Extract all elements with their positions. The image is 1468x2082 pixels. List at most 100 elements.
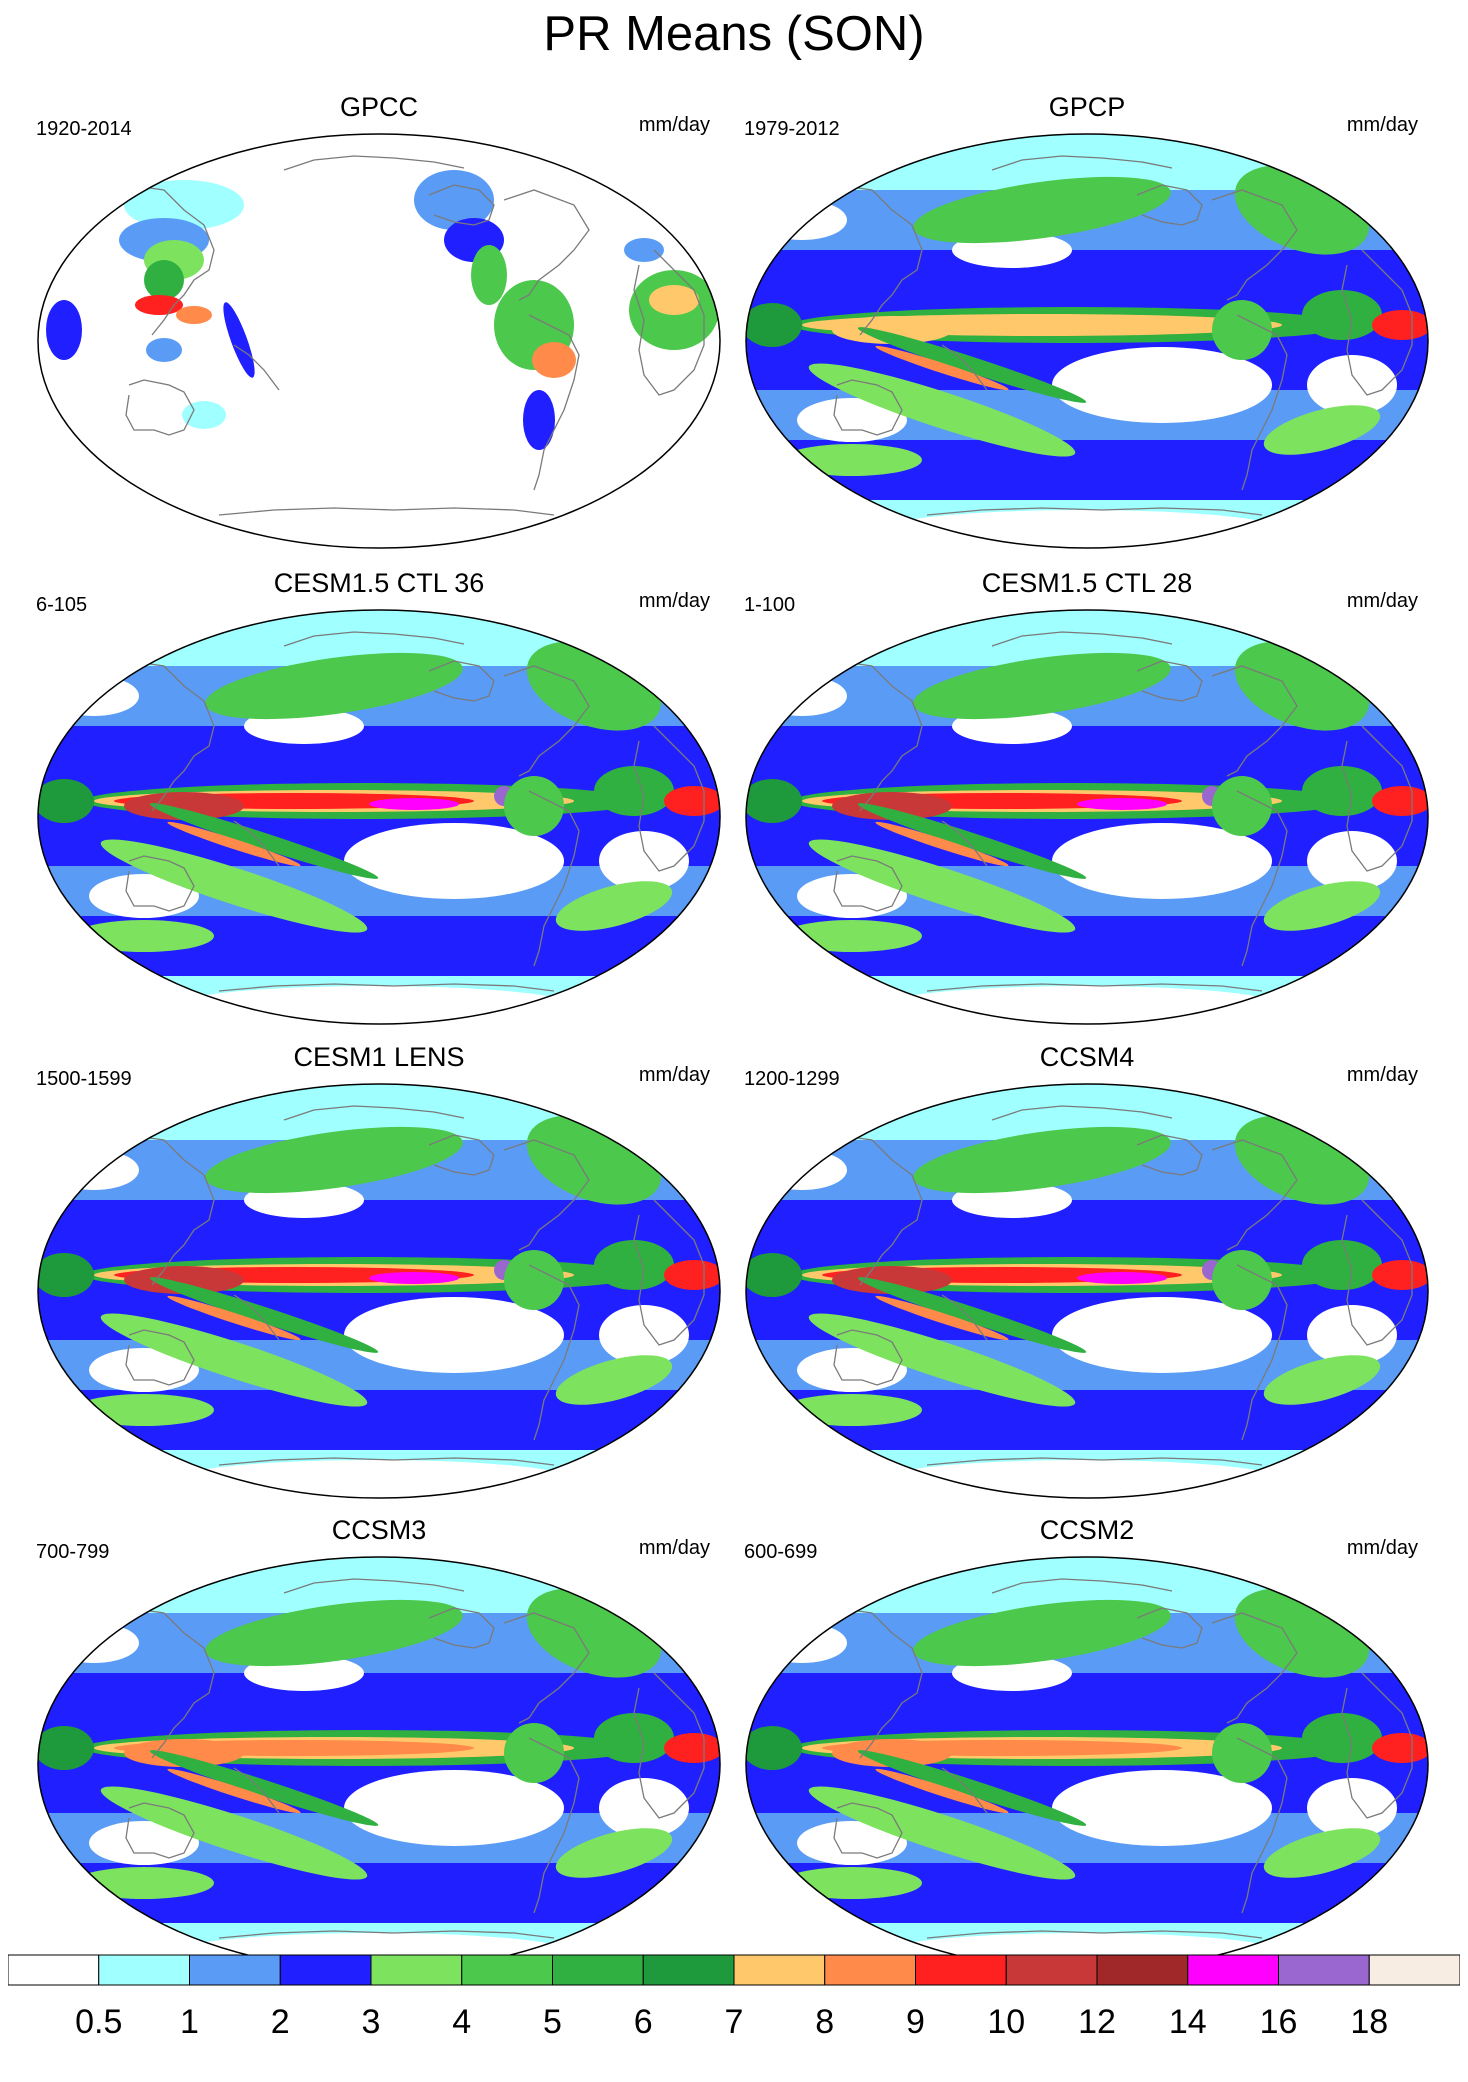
colorbar-swatch — [552, 1954, 644, 1986]
coastline — [1211, 1612, 1298, 1724]
coastline — [1341, 725, 1413, 872]
storm-track-north-pacific — [205, 652, 463, 720]
map-background — [38, 134, 720, 548]
colorbar-label: 7 — [725, 2003, 744, 2041]
precip-region-east-asia-coast — [223, 302, 255, 378]
dry-zone-south-atlantic — [1307, 1305, 1397, 1365]
coastline — [991, 1578, 1173, 1594]
coastline — [93, 660, 215, 812]
panel-title: CCSM2 — [1039, 1515, 1135, 1545]
panel-period: 600-699 — [744, 1541, 818, 1563]
map-panel-ccsm2: CCSM2 600-699 mm/day — [742, 1515, 1432, 1975]
coastline — [833, 1802, 903, 1859]
coastline — [1236, 790, 1288, 967]
coastline — [991, 1105, 1173, 1121]
colorbar-svg: 0.5 1 2 3 4 5 6 7 8 9 10 12 14 16 18 — [8, 1954, 1460, 2041]
coastline — [633, 725, 705, 872]
map-frame — [745, 133, 1429, 549]
colorbar-label: 0.5 — [75, 2003, 122, 2041]
colorbar-label: 14 — [1169, 2003, 1207, 2041]
coastline — [428, 184, 495, 226]
coastline — [1211, 189, 1298, 301]
precip-field — [746, 1557, 1428, 1971]
dry-zone-north-africa — [49, 1150, 139, 1190]
spcz — [857, 1277, 1087, 1353]
precip-region-africa-west — [746, 303, 802, 347]
panel-title: CCSM3 — [331, 1515, 427, 1545]
precip-region-australia — [182, 401, 226, 429]
coastline — [125, 1802, 195, 1859]
spcz-core — [875, 1768, 1009, 1814]
precip-region-amazon — [1212, 1723, 1272, 1783]
spcz — [149, 803, 379, 879]
panel-units: mm/day — [1346, 1064, 1418, 1086]
warm-pool-maximum — [124, 1266, 244, 1294]
coastline — [1236, 1264, 1288, 1441]
coastline — [283, 1105, 465, 1121]
precip-field — [38, 1557, 720, 1971]
spcz — [857, 803, 1087, 879]
spcz — [149, 1277, 379, 1353]
precip-band-north-subtropics — [746, 726, 1428, 766]
coastline — [428, 1134, 495, 1176]
coastline — [1211, 1139, 1298, 1251]
coastline — [528, 1264, 580, 1441]
storm-track-south-indian — [74, 920, 214, 952]
dry-zone-south-indian — [797, 1348, 907, 1392]
dry-zone-antarctica — [174, 986, 574, 1024]
coastline — [941, 1294, 988, 1341]
itcz-extreme-east-pacific — [1077, 798, 1167, 810]
precip-region-congo — [1302, 1240, 1382, 1290]
warm-pool-maximum — [832, 1739, 952, 1767]
colorbar-label: 10 — [987, 2003, 1025, 2041]
map-panel-cesm15-ctl36: CESM1.5 CTL 36 6-105 mm/day — [34, 568, 724, 1028]
colorbar-label: 5 — [543, 2003, 562, 2041]
precip-map — [37, 1083, 721, 1499]
colorbar-swatch — [915, 1954, 1007, 1986]
storm-track-north-pacific — [913, 1599, 1171, 1667]
coastline — [941, 344, 988, 391]
colorbar-label: 1 — [180, 2003, 199, 2041]
warm-pool-maximum — [832, 316, 952, 344]
coastline — [283, 155, 465, 171]
map-frame — [37, 609, 721, 1025]
coastline — [1136, 1134, 1203, 1176]
coastline — [1211, 665, 1298, 777]
storm-track-south-atlantic — [1263, 881, 1381, 931]
coastline — [503, 665, 590, 777]
colorbar-swatch — [1096, 1954, 1189, 1986]
precip-region-congo — [594, 1713, 674, 1763]
storm-track-north-pacific — [913, 652, 1171, 720]
precip-band-north-subtropics — [746, 250, 1428, 290]
colorbar-swatch — [1005, 1954, 1098, 1986]
coastline — [1341, 249, 1413, 396]
colorbar-label: 9 — [906, 2003, 925, 2041]
dry-zone-antarctica — [882, 510, 1282, 548]
coastline — [218, 983, 555, 992]
coastline — [428, 1607, 495, 1649]
precip-field — [746, 610, 1428, 1024]
precip-region-maritime-continent — [135, 295, 183, 315]
precip-map — [745, 609, 1429, 1025]
panel-title: CCSM4 — [1039, 1042, 1135, 1072]
map-panel-gpcc: GPCC 1920-2014 mm/day — [34, 92, 724, 552]
precip-region-africa-west — [746, 1253, 802, 1297]
precip-region-indian-ocean-east — [1372, 786, 1428, 816]
storm-track-north-pacific — [913, 176, 1171, 244]
dry-zone-southeast-pacific — [1052, 347, 1272, 423]
dry-zone-south-atlantic — [1307, 355, 1397, 415]
precip-region-congo — [1302, 1713, 1382, 1763]
colorbar-label: 18 — [1350, 2003, 1388, 2041]
coastline — [1236, 1737, 1288, 1914]
precip-region-indian-ocean-east — [1372, 310, 1428, 340]
coastline — [633, 249, 705, 396]
panel-units: mm/day — [638, 114, 710, 136]
spcz — [857, 327, 1087, 403]
colorbar-swatch — [279, 1954, 372, 1986]
panel-period: 1979-2012 — [744, 118, 840, 140]
storm-track-south-atlantic — [555, 1355, 673, 1405]
dry-zone-southeast-pacific — [1052, 823, 1272, 899]
coastline — [283, 1578, 465, 1594]
coastline — [125, 855, 195, 912]
coastline — [1341, 1199, 1413, 1346]
